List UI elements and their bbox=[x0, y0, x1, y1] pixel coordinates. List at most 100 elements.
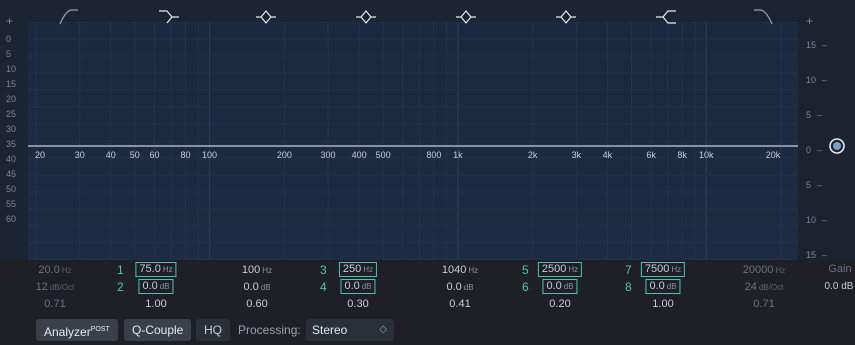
gain-scale-value: 0 bbox=[806, 145, 812, 155]
high-shelf-icon[interactable] bbox=[655, 8, 677, 26]
high-cut-icon[interactable] bbox=[752, 8, 774, 26]
gain-scale-label: 15– bbox=[806, 250, 827, 260]
gain-scale-value: 15 bbox=[806, 40, 817, 50]
eq-display[interactable]: + + 0 5 10 15 20 25 30 35 40 45 50 55 60 15–10–5–0–5… bbox=[0, 0, 855, 260]
band-5-frequency[interactable]: 2500 Hz bbox=[537, 262, 583, 277]
analyzer-button[interactable]: AnalyzerPOST bbox=[36, 319, 118, 341]
frequency-label: 500 bbox=[375, 150, 391, 160]
frequency-label: 3k bbox=[571, 150, 582, 160]
band-7-q[interactable]: 1.00 bbox=[652, 298, 674, 310]
band-8-q[interactable]: 0.71 bbox=[753, 298, 775, 310]
band-3-q[interactable]: 0.30 bbox=[347, 298, 369, 310]
band-2-number: 2 bbox=[117, 280, 124, 294]
processing-label: Processing: bbox=[238, 323, 301, 337]
frequency-label: 2k bbox=[527, 150, 538, 160]
band-2-q[interactable]: 0.60 bbox=[246, 298, 268, 310]
frequency-label: 6k bbox=[646, 150, 656, 160]
band-1-q[interactable]: 1.00 bbox=[145, 298, 167, 310]
band-4-number: 4 bbox=[320, 280, 327, 294]
bell-icon[interactable] bbox=[355, 8, 377, 26]
band-6-number: 6 bbox=[522, 280, 529, 294]
db-scale-label: 30 bbox=[6, 124, 17, 134]
db-scale-label: 35 bbox=[6, 139, 17, 149]
band-0-q[interactable]: 0.71 bbox=[44, 298, 66, 310]
gain-scale-label: 5– bbox=[806, 180, 822, 190]
updown-chevron-icon: ◇ bbox=[379, 324, 387, 335]
db-scale-label: 0 bbox=[6, 34, 12, 44]
bell-icon[interactable] bbox=[455, 8, 477, 26]
add-right-icon[interactable]: + bbox=[806, 14, 814, 28]
band-5-number: 5 bbox=[522, 263, 529, 277]
gain-strip bbox=[798, 0, 855, 260]
db-scale-label: 55 bbox=[6, 199, 17, 209]
band-7-gain[interactable]: 0.0 dB bbox=[645, 279, 681, 294]
band-1-frequency[interactable]: 75.0 Hz bbox=[135, 262, 177, 277]
q-couple-button[interactable]: Q-Couple bbox=[124, 319, 192, 341]
frequency-label: 300 bbox=[320, 150, 336, 160]
gain-scale-tick: – bbox=[817, 180, 823, 190]
band-8-slope[interactable]: 24 dB/Oct bbox=[744, 281, 784, 293]
bottom-toolbar: AnalyzerPOST Q-Couple HQ Processing: Ste… bbox=[0, 315, 855, 345]
band-3-gain[interactable]: 0.0 dB bbox=[340, 279, 376, 294]
processing-select[interactable]: Stereo ◇ bbox=[306, 319, 394, 341]
frequency-label: 50 bbox=[129, 150, 140, 160]
low-cut-icon[interactable] bbox=[58, 8, 80, 26]
frequency-label: 40 bbox=[105, 150, 116, 160]
gain-label: Gain bbox=[828, 263, 852, 275]
band-4-q[interactable]: 0.41 bbox=[449, 298, 471, 310]
db-scale-label: 45 bbox=[6, 169, 17, 179]
band-2-frequency[interactable]: 100 Hz bbox=[241, 264, 273, 276]
hq-button[interactable]: HQ bbox=[196, 319, 230, 341]
db-scale-label: 40 bbox=[6, 154, 17, 164]
frequency-label: 200 bbox=[276, 150, 292, 160]
frequency-label: 400 bbox=[351, 150, 367, 160]
low-shelf-icon[interactable] bbox=[158, 8, 180, 26]
frequency-label: 20k bbox=[765, 150, 781, 160]
band-1-gain[interactable]: 0.0 dB bbox=[138, 279, 174, 294]
band-3-frequency[interactable]: 250 Hz bbox=[338, 262, 378, 277]
db-scale-label: 60 bbox=[6, 214, 17, 224]
add-left-icon[interactable]: + bbox=[6, 14, 14, 28]
band-0-frequency[interactable]: 20.0 Hz bbox=[38, 264, 72, 276]
band-2-gain[interactable]: 0.0 dB bbox=[243, 281, 271, 293]
gain-knob[interactable] bbox=[828, 137, 846, 155]
db-scale-label: 20 bbox=[6, 94, 17, 104]
frequency-label: 80 bbox=[180, 150, 191, 160]
gain-scale-value: 5 bbox=[806, 110, 812, 120]
band-0-slope[interactable]: 12 dB/Oct bbox=[35, 281, 75, 293]
bell-icon[interactable] bbox=[555, 8, 577, 26]
gain-scale-tick: – bbox=[817, 145, 823, 155]
band-4-frequency[interactable]: 1040 Hz bbox=[441, 264, 479, 276]
band-7-frequency[interactable]: 7500 Hz bbox=[640, 262, 686, 277]
gain-scale-label: 15– bbox=[806, 40, 827, 50]
gain-scale-value: 15 bbox=[806, 250, 817, 260]
frequency-label: 60 bbox=[149, 150, 160, 160]
band-3-number: 3 bbox=[320, 263, 327, 277]
gain-scale-label: 10– bbox=[806, 75, 827, 85]
gain-scale-tick: – bbox=[822, 250, 828, 260]
db-scale-label: 25 bbox=[6, 109, 17, 119]
band-parameters: 20.0 Hz 1 75.0 Hz 100 Hz 3 250 Hz 1040 Hz 5 2… bbox=[0, 260, 855, 315]
frequency-label: 30 bbox=[74, 150, 85, 160]
frequency-label: 10k bbox=[698, 150, 714, 160]
gain-scale-value: 10 bbox=[806, 75, 817, 85]
frequency-label: 800 bbox=[426, 150, 442, 160]
frequency-label: 8k bbox=[677, 150, 687, 160]
gain-scale-label: 10– bbox=[806, 215, 827, 225]
db-scale-label: 5 bbox=[6, 49, 12, 59]
bell-icon[interactable] bbox=[255, 8, 277, 26]
band-8-frequency[interactable]: 20000 Hz bbox=[742, 264, 786, 276]
frequency-label: 100 bbox=[202, 150, 218, 160]
gain-value[interactable]: 0.0 dB bbox=[824, 281, 854, 292]
band-5-q[interactable]: 0.20 bbox=[549, 298, 571, 310]
gain-scale-tick: – bbox=[817, 110, 823, 120]
frequency-label: 1k bbox=[453, 150, 463, 160]
gain-scale-label: 0– bbox=[806, 145, 822, 155]
band-5-gain[interactable]: 0.0 dB bbox=[542, 279, 578, 294]
band-4-gain[interactable]: 0.0 dB bbox=[446, 281, 474, 293]
gain-scale-tick: – bbox=[822, 215, 828, 225]
band-8-number: 8 bbox=[625, 280, 632, 294]
db-scale-label: 50 bbox=[6, 184, 17, 194]
gain-scale-label: 5– bbox=[806, 110, 822, 120]
eq-graph[interactable] bbox=[28, 22, 798, 260]
